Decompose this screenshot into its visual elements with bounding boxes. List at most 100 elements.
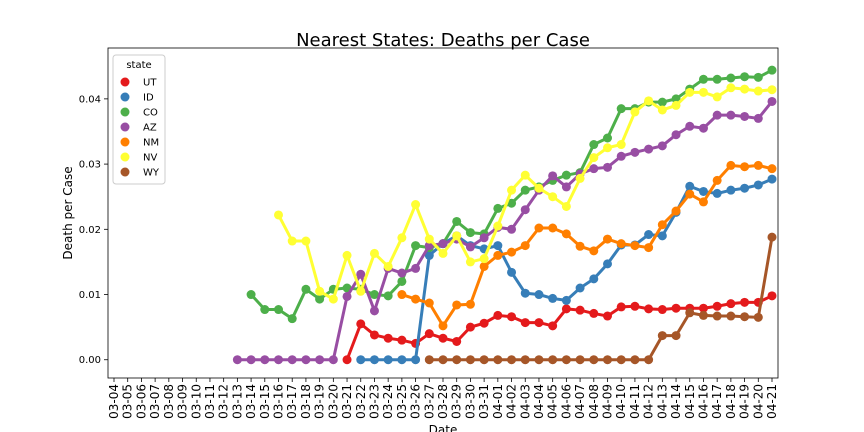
x-tick-label: 04-17 <box>710 384 724 419</box>
data-point <box>603 259 612 269</box>
data-point <box>342 355 352 365</box>
data-point <box>753 86 763 96</box>
data-point <box>465 322 475 332</box>
data-point <box>465 257 475 267</box>
data-point <box>740 162 750 172</box>
data-point <box>356 355 366 365</box>
legend-box <box>112 54 166 185</box>
data-point <box>520 241 530 251</box>
series-line <box>429 236 774 362</box>
data-point <box>274 210 283 220</box>
data-point <box>698 197 708 207</box>
legend-label: NV <box>143 153 157 164</box>
data-point <box>411 355 421 365</box>
data-point <box>397 290 407 300</box>
x-tick-label: 03-16 <box>272 384 286 419</box>
x-tick-label: 03-09 <box>176 384 190 419</box>
data-point <box>315 355 325 365</box>
data-point <box>589 274 599 284</box>
data-point <box>328 355 338 365</box>
data-point <box>644 96 654 106</box>
data-point <box>397 268 407 278</box>
y-tick-label: 0.02 <box>79 225 101 236</box>
data-point <box>671 206 681 216</box>
data-point <box>438 248 448 258</box>
data-point <box>644 144 654 154</box>
data-point <box>685 308 695 318</box>
data-point <box>287 236 297 246</box>
data-point <box>671 130 681 140</box>
data-point <box>548 192 558 202</box>
data-point <box>616 355 626 365</box>
data-point <box>767 85 777 95</box>
data-point <box>603 133 612 143</box>
data-point <box>767 65 777 75</box>
data-point <box>657 331 667 341</box>
data-point <box>246 290 256 300</box>
data-point <box>685 189 695 199</box>
data-point <box>397 335 407 345</box>
legend-marker <box>120 167 130 177</box>
data-point <box>356 286 366 296</box>
data-point <box>520 185 530 195</box>
data-point <box>369 330 379 340</box>
data-point <box>493 203 503 213</box>
data-point <box>507 224 517 234</box>
data-point <box>548 321 558 331</box>
data-point <box>383 261 393 271</box>
data-point <box>493 310 503 320</box>
data-point <box>493 221 503 231</box>
data-point <box>520 205 530 215</box>
data-point <box>712 301 722 311</box>
data-point <box>712 188 722 198</box>
data-point <box>726 185 736 195</box>
data-point <box>452 300 462 310</box>
data-point <box>274 305 283 315</box>
data-point <box>465 355 475 365</box>
legend-label: WY <box>143 168 160 179</box>
x-tick-label: 03-15 <box>258 384 272 419</box>
data-point <box>726 110 736 120</box>
data-point <box>438 239 448 249</box>
data-point <box>520 288 530 298</box>
legend-marker <box>120 107 130 117</box>
data-point <box>685 87 695 97</box>
data-point <box>465 299 475 309</box>
data-point <box>479 355 489 365</box>
x-tick-label: 03-05 <box>121 384 135 419</box>
data-point <box>726 160 736 170</box>
data-point <box>589 164 599 174</box>
legend-marker <box>120 137 130 147</box>
data-point <box>712 74 722 84</box>
data-point <box>452 231 462 241</box>
data-point <box>740 183 750 193</box>
x-tick-label: 03-27 <box>422 384 436 419</box>
data-point <box>657 97 667 107</box>
data-point <box>753 160 763 170</box>
data-point <box>548 171 558 181</box>
data-point <box>698 123 708 133</box>
y-tick-label: 0.01 <box>79 290 101 301</box>
data-point <box>534 223 544 233</box>
data-point <box>260 355 270 365</box>
x-tick-label: 03-08 <box>162 384 176 419</box>
data-point <box>369 355 379 365</box>
y-axis-label: Death per Case <box>61 166 75 259</box>
data-point <box>479 254 489 264</box>
x-tick-label: 04-21 <box>765 384 779 419</box>
y-tick-label: 0.00 <box>79 355 101 366</box>
data-point <box>698 74 708 84</box>
data-point <box>534 318 544 328</box>
data-point <box>424 298 434 308</box>
data-point <box>603 143 612 153</box>
x-tick-label: 04-20 <box>751 384 765 419</box>
data-point <box>452 355 462 365</box>
data-point <box>767 232 777 242</box>
data-point <box>452 216 462 226</box>
y-tick-label: 0.03 <box>79 160 101 171</box>
x-tick-label: 03-12 <box>217 384 231 419</box>
x-tick-label: 03-22 <box>354 384 368 419</box>
x-tick-label: 04-01 <box>491 384 505 419</box>
data-point <box>369 248 379 258</box>
data-point <box>356 319 366 329</box>
